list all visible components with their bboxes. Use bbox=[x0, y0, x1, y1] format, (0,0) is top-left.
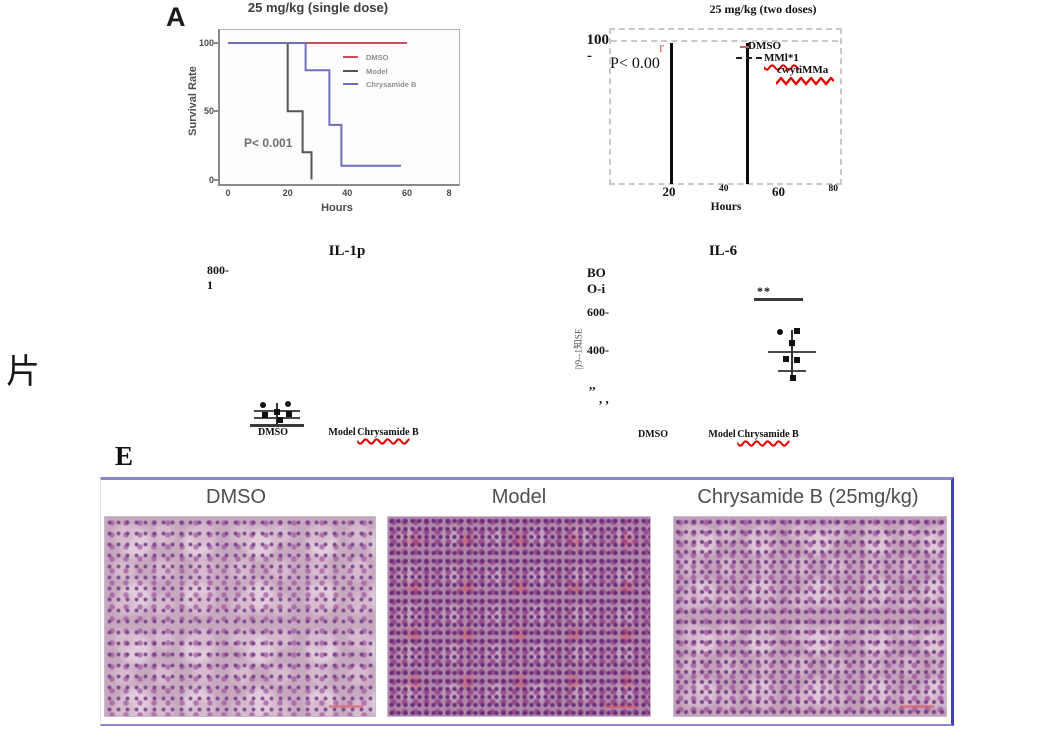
p-value-annotation: P< 0.001 bbox=[244, 136, 293, 150]
il1b-scatter-chart: IL-1p 800- 1 DMSO Model Chrysamide B bbox=[185, 240, 515, 450]
legend-line-dashed bbox=[736, 57, 762, 59]
histology-image-chrysamide bbox=[673, 516, 947, 717]
x-tick-label: 0 bbox=[225, 188, 231, 198]
x-tick-label: 20 bbox=[282, 188, 293, 198]
error-bar-line bbox=[791, 330, 793, 380]
chart-title: 25 mg/kg (single dose) bbox=[247, 0, 389, 15]
x-tick-label: 60 bbox=[401, 188, 412, 198]
survival-chart-single-dose: A 25 mg/kg (single dose) Survival Rate P… bbox=[160, 0, 472, 222]
y-tick-label: O-i bbox=[587, 281, 606, 296]
legend-label: DMSO bbox=[748, 40, 781, 52]
histology-image-model bbox=[387, 516, 651, 717]
legend-label: MMl*1 bbox=[764, 52, 799, 64]
legend-line bbox=[343, 83, 358, 85]
y-tick-label: 100 bbox=[198, 38, 214, 48]
histology-image-dmso bbox=[104, 516, 376, 717]
x-tick-label: 40 bbox=[718, 184, 729, 194]
histology-header: Chrysamide B (25mg/kg) bbox=[697, 486, 919, 508]
spellcheck-squiggle bbox=[776, 77, 834, 86]
plot-frame bbox=[218, 29, 460, 186]
significance-bar bbox=[754, 298, 803, 301]
y-tick-label: 50 bbox=[203, 106, 214, 117]
plot-frame-dashed bbox=[609, 28, 842, 185]
curve-Chrysamide B bbox=[228, 42, 401, 167]
x-tick-label: 60 bbox=[771, 184, 785, 199]
legend-line bbox=[343, 69, 358, 72]
x-axis-label: Hours bbox=[321, 202, 353, 214]
gridline-dashed bbox=[611, 40, 838, 42]
data-point-circle bbox=[777, 328, 783, 335]
histology-panel: DMSO Model Chrysamide B (25mg/kg) bbox=[100, 477, 954, 726]
legend-label: Model bbox=[366, 66, 388, 76]
scale-bar bbox=[604, 705, 638, 708]
x-axis-label: Hours bbox=[710, 201, 742, 213]
histology-header: Model bbox=[491, 486, 547, 508]
curve-Model bbox=[228, 42, 313, 180]
il6-scatter-chart: IL-6 |)9--1知SE ** BO O-i 600- 400-,,, , DMS… bbox=[560, 240, 890, 450]
x-tick-label: 40 bbox=[342, 188, 353, 198]
category-label: DMSO bbox=[638, 429, 668, 440]
legend-label: Chrysamide B bbox=[366, 80, 417, 89]
y-tick-label: BO bbox=[587, 265, 606, 280]
data-point-square bbox=[262, 411, 268, 418]
y-tick-mark bbox=[214, 178, 218, 181]
data-point-square bbox=[277, 416, 283, 423]
histology-header: DMSO bbox=[206, 486, 266, 508]
y-tick-label: 400- bbox=[587, 343, 609, 357]
legend-line bbox=[343, 56, 358, 58]
y-tick-label: 100 bbox=[586, 32, 610, 48]
significance-stars: ** bbox=[757, 284, 771, 298]
y-tick-label: ,, bbox=[589, 377, 596, 392]
chart-title: 25 mg/kg (two doses) bbox=[709, 2, 817, 16]
y-tick-label: 800- bbox=[207, 263, 229, 277]
x-tick-label: 80 bbox=[828, 184, 838, 194]
data-point-circle bbox=[285, 400, 291, 407]
x-tick-label-partial: 8 bbox=[446, 188, 452, 198]
axis-baseline bbox=[250, 424, 304, 427]
category-label: Model bbox=[708, 429, 736, 440]
data-point-square bbox=[783, 355, 789, 362]
panel-a-label: A bbox=[166, 2, 186, 32]
stray-character: r bbox=[659, 40, 664, 56]
x-tick-label: 20 bbox=[662, 184, 676, 199]
p-value-annotation: P< 0.00 bbox=[610, 55, 660, 72]
category-label: Model bbox=[328, 427, 356, 438]
data-point-circle bbox=[260, 401, 266, 408]
category-label: DMSO bbox=[258, 427, 288, 438]
legend-label: cwytiMMa bbox=[777, 64, 829, 76]
survival-curve-line bbox=[670, 43, 674, 184]
chart-title: IL-1p bbox=[328, 243, 366, 259]
misspelled-word: Chrysamide bbox=[737, 429, 790, 440]
cjk-text-fragment: 片 bbox=[6, 354, 40, 391]
legend-label: DMSO bbox=[366, 53, 389, 62]
survival-chart-two-doses: 25 mg/kg (two doses) 100 - P< 0.00 r Hou… bbox=[585, 0, 930, 222]
category-label: Chrysamide B bbox=[737, 429, 799, 440]
survival-curve-line bbox=[745, 43, 749, 184]
category-label: Chrysamide B bbox=[357, 427, 419, 438]
y-tick-label: 0 bbox=[208, 174, 214, 185]
y-axis-side-label: |)9--1知SE bbox=[574, 328, 585, 370]
legend-line bbox=[740, 46, 751, 48]
panel-e-label: E bbox=[115, 441, 134, 471]
chart-title: IL-6 bbox=[708, 243, 738, 259]
y-tick-label: , , bbox=[599, 391, 609, 406]
misspelled-word: Chrysamide bbox=[357, 427, 410, 438]
data-point-square bbox=[794, 357, 800, 364]
data-point-square bbox=[790, 374, 796, 381]
y-tick-label: 600- bbox=[587, 305, 609, 319]
y-tick-dash: - bbox=[587, 48, 592, 64]
y-tick-mark bbox=[214, 42, 218, 44]
scale-bar bbox=[900, 705, 934, 708]
data-point-square bbox=[789, 339, 795, 346]
survival-curves bbox=[228, 42, 407, 180]
data-point-square bbox=[274, 409, 280, 416]
data-point-square bbox=[286, 410, 292, 417]
scale-bar bbox=[329, 705, 363, 708]
y-tick-label: 1 bbox=[207, 278, 213, 292]
data-point-square bbox=[794, 328, 800, 334]
y-tick-mark bbox=[214, 110, 218, 113]
